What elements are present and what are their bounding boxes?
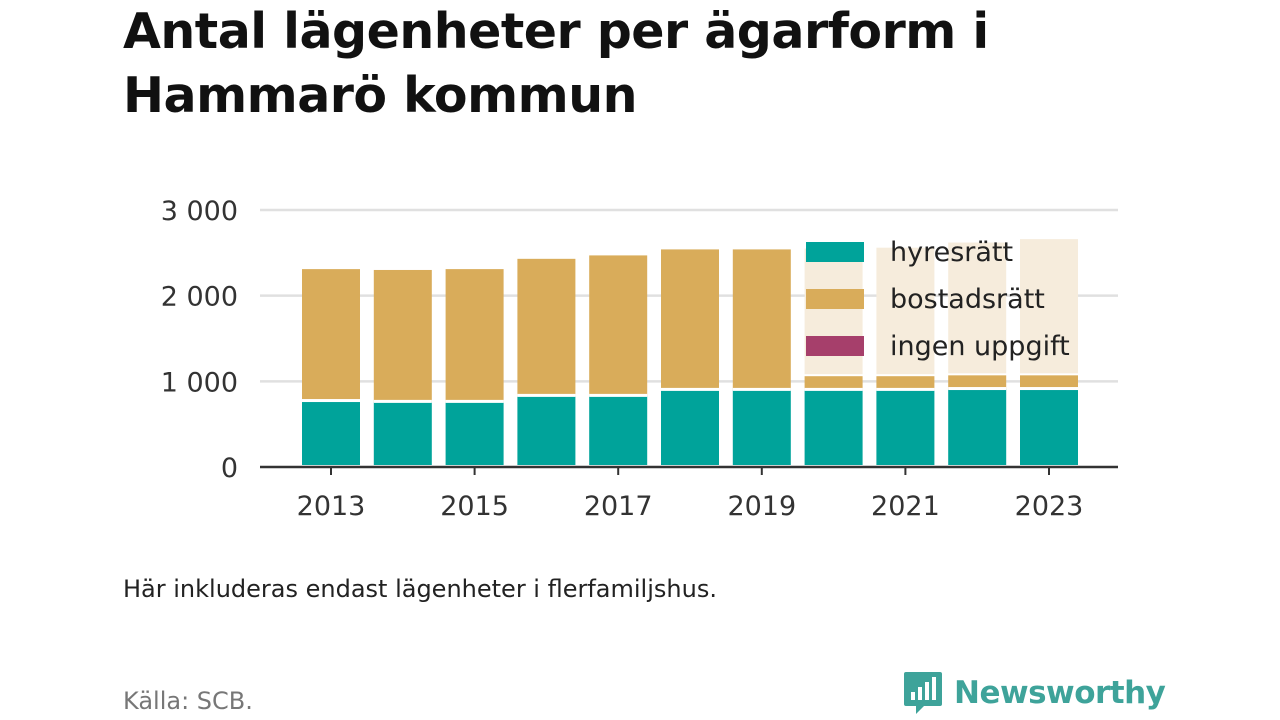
bar-hyresratt (302, 401, 360, 465)
bar-hyresratt (804, 389, 863, 465)
bar-chart: 0 1 000 2 000 3 000 2013 2015 2017 2019 2021 2023… (161, 196, 1118, 522)
bar-bostadsratt (373, 269, 432, 402)
bar-bostadsratt (661, 249, 719, 390)
bars (302, 239, 1078, 465)
x-tick-label: 2017 (584, 491, 653, 522)
bar-bostadsratt (732, 249, 791, 390)
segment-separator (1020, 387, 1078, 391)
legend-label-ingen-uppgift: ingen uppgift (890, 331, 1070, 362)
bar-hyresratt (948, 389, 1007, 465)
bar-faint (876, 247, 935, 375)
brand-logo: Newsworthy (902, 670, 1166, 716)
segment-separator (804, 387, 863, 391)
bar-bostadsratt (517, 258, 576, 396)
x-tick-label: 2023 (1015, 491, 1084, 522)
y-tick-label: 2 000 (161, 282, 238, 313)
bar-hyresratt (876, 389, 935, 465)
bar-hyresratt (661, 389, 719, 465)
segment-separator (302, 399, 360, 403)
bar-bostadsratt (804, 376, 863, 390)
bar-faint (1020, 239, 1078, 374)
bar-faint (948, 242, 1007, 374)
bar-bostadsratt (876, 376, 935, 390)
chart-note: Här inkluderas endast lägenheter i flerf… (123, 575, 717, 603)
bar-hyresratt (732, 389, 791, 465)
legend-label-bostadsratt: bostadsrätt (890, 284, 1045, 315)
legend-swatch-hyresratt (806, 242, 864, 262)
bar-hyresratt (1020, 389, 1078, 465)
x-tick-label: 2013 (297, 491, 366, 522)
segment-separator (373, 399, 432, 403)
bar-hyresratt (373, 401, 432, 465)
bar-hyresratt (589, 395, 648, 465)
x-tick-label: 2015 (440, 491, 509, 522)
segment-separator (589, 393, 648, 397)
bar-hyresratt (517, 395, 576, 465)
axes: 0 1 000 2 000 3 000 2013 2015 2017 2019 2021 2023 (161, 196, 1118, 522)
x-tick-label: 2021 (871, 491, 940, 522)
segment-separator (948, 387, 1007, 391)
source-label: Källa: SCB. (123, 687, 253, 715)
segment-separator (732, 387, 791, 391)
newsworthy-logo-icon (904, 672, 942, 714)
y-tick-label: 1 000 (161, 367, 238, 398)
segment-separator (445, 399, 504, 403)
bar-bostadsratt (302, 269, 360, 402)
bar-bostadsratt (589, 255, 648, 396)
segment-separator (661, 387, 719, 391)
bar-hyresratt (445, 401, 504, 465)
x-tick-label: 2019 (727, 491, 796, 522)
brand-name: Newsworthy (954, 675, 1166, 711)
legend-swatch-ingen-uppgift (806, 336, 864, 356)
chart-title: Antal lägenheter per ägarform i Hammarö … (123, 3, 989, 124)
y-tick-label: 3 000 (161, 196, 238, 227)
y-tick-label: 0 (221, 453, 238, 484)
bar-bostadsratt (445, 269, 504, 402)
bar-bostadsratt (948, 375, 1007, 390)
segment-separator (517, 393, 576, 397)
segment-separator (876, 387, 935, 391)
legend-label-hyresratt: hyresrätt (890, 237, 1013, 268)
legend: hyresrätt bostadsrätt ingen uppgift (806, 237, 1070, 362)
legend-swatch-bostadsratt (806, 289, 864, 309)
bar-bostadsratt (1020, 375, 1078, 390)
